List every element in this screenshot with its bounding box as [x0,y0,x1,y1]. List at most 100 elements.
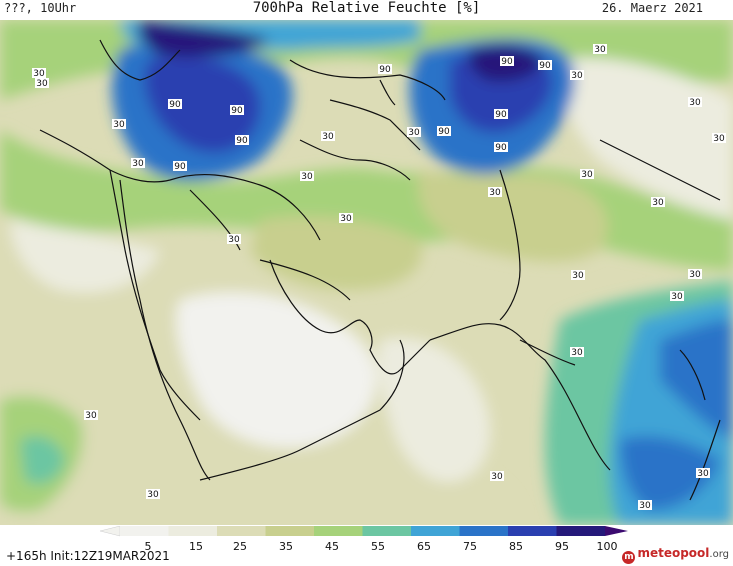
humidity-colorbar [100,526,628,537]
svg-text:90: 90 [169,100,181,110]
brand-name: meteopool [637,546,710,560]
contour-label: 90 [538,60,552,71]
colorbar-tick: 65 [417,540,431,553]
contour-label: 30 [638,500,652,511]
contour-label: 90 [378,64,392,75]
brand-logo[interactable]: m meteopool.org [622,546,729,564]
svg-text:30: 30 [85,411,97,421]
colorbar-segment [168,526,217,536]
svg-text:30: 30 [113,120,125,130]
svg-text:30: 30 [340,214,352,224]
svg-text:30: 30 [689,98,701,108]
colorbar-segment [411,526,460,536]
contour-label: 90 [168,99,182,110]
contour-label: 30 [131,158,145,169]
svg-text:90: 90 [438,127,450,137]
colorbar-tick: 5 [144,540,152,553]
svg-text:30: 30 [671,292,683,302]
contour-label: 30 [112,119,126,130]
svg-text:30: 30 [228,235,240,245]
svg-text:90: 90 [501,57,513,67]
svg-text:30: 30 [301,172,313,182]
contour-label: 90 [230,105,244,116]
colorbar-segment [120,526,169,536]
svg-text:30: 30 [652,198,664,208]
svg-text:30: 30 [33,69,45,79]
contour-label: 90 [437,126,451,137]
contour-label: 30 [696,468,710,479]
colorbar-tick: 100 [596,540,618,553]
contour-label: 30 [300,171,314,182]
humidity-map: 30 30 30 90 90 90 90 90 90 90 90 30 30 3… [0,20,733,525]
colorbar-labels: 5 15 25 35 45 55 65 75 85 95 100 [0,540,733,554]
colorbar-segment [459,526,508,536]
svg-text:30: 30 [697,469,709,479]
contour-label: 30 [712,133,726,144]
contour-label: 30 [688,97,702,108]
contour-label: 30 [651,197,665,208]
contour-label: 30 [571,270,585,281]
svg-text:30: 30 [132,159,144,169]
map-header: ???, 10Uhr 700hPa Relative Feuchte [%] 2… [0,0,733,20]
svg-text:30: 30 [572,271,584,281]
contour-label: 30 [593,44,607,55]
contour-label: 30 [227,234,241,245]
contour-label: 30 [84,410,98,421]
colorbar-tick: 45 [325,540,339,553]
map-title: 700hPa Relative Feuchte [%] [252,0,481,16]
colorbar-segment [217,526,266,536]
svg-text:90: 90 [379,65,391,75]
svg-text:30: 30 [147,490,159,500]
colorbar-tick: 85 [509,540,523,553]
contour-label: 90 [494,109,508,120]
svg-text:30: 30 [36,79,48,89]
colorbar-tick: 35 [279,540,293,553]
meteopool-logo-icon: m [622,551,636,564]
svg-text:90: 90 [236,136,248,146]
date-label: 26. Maerz 2021 [601,1,703,15]
svg-text:30: 30 [571,348,583,358]
contour-label: 30 [488,187,502,198]
colorbar-tick: 25 [233,540,247,553]
colorbar-tick: 15 [189,540,203,553]
svg-text:30: 30 [408,128,420,138]
colorbar-tick: 75 [463,540,477,553]
contour-label: 30 [490,471,504,482]
contour-label: 90 [173,161,187,172]
contour-label: 30 [688,269,702,280]
contour-label: 30 [407,127,421,138]
colorbar-tick: 95 [555,540,569,553]
svg-text:90: 90 [539,61,551,71]
valid-time-label: ???, 10Uhr [4,1,77,15]
contour-label: 90 [235,135,249,146]
contour-label: 30 [339,213,353,224]
svg-text:90: 90 [174,162,186,172]
colorbar-low-cap [100,526,121,537]
contour-labels: 30 30 30 90 90 90 90 90 90 90 90 30 30 3… [32,44,726,511]
svg-text:30: 30 [594,45,606,55]
contour-label: 30 [321,131,335,142]
contour-label: 30 [570,70,584,81]
contour-label: 30 [35,78,49,89]
colorbar-segment [362,526,411,536]
contour-label: 30 [146,489,160,500]
contour-label: 30 [670,291,684,302]
colorbar-segment [314,526,363,536]
svg-text:90: 90 [231,106,243,116]
svg-text:30: 30 [713,134,725,144]
svg-text:30: 30 [491,472,503,482]
svg-text:30: 30 [489,188,501,198]
svg-text:90: 90 [495,143,507,153]
svg-text:90: 90 [495,110,507,120]
contour-label: 30 [570,347,584,358]
colorbar-high-cap [605,526,628,536]
contour-label: 90 [494,142,508,153]
svg-text:30: 30 [322,132,334,142]
contour-label: 30 [580,169,594,180]
brand-tld: .org [709,549,729,560]
svg-text:30: 30 [571,71,583,81]
svg-text:30: 30 [581,170,593,180]
svg-text:30: 30 [639,501,651,511]
colorbar-tick: 55 [371,540,385,553]
contour-label: 90 [500,56,514,67]
